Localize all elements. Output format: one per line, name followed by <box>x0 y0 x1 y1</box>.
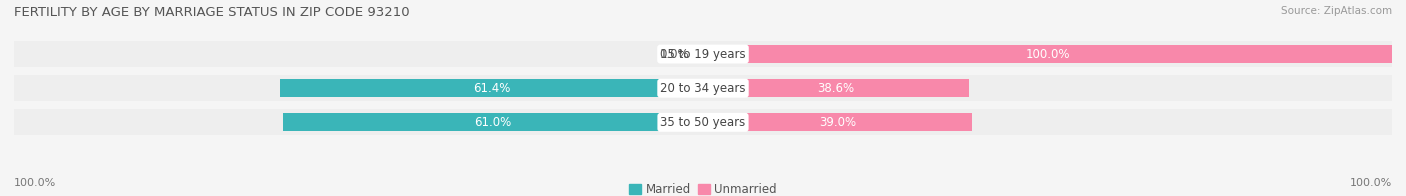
Text: FERTILITY BY AGE BY MARRIAGE STATUS IN ZIP CODE 93210: FERTILITY BY AGE BY MARRIAGE STATUS IN Z… <box>14 6 409 19</box>
Bar <box>14 75 1392 101</box>
Text: 61.4%: 61.4% <box>472 82 510 95</box>
Bar <box>280 79 703 97</box>
Text: 100.0%: 100.0% <box>1350 178 1392 188</box>
Text: 61.0%: 61.0% <box>474 116 512 129</box>
Bar <box>14 109 1392 135</box>
Text: 100.0%: 100.0% <box>1025 48 1070 61</box>
Legend: Married, Unmarried: Married, Unmarried <box>624 178 782 196</box>
Bar <box>14 41 1392 67</box>
Bar <box>703 45 1392 63</box>
Bar <box>703 113 972 131</box>
Text: 15 to 19 years: 15 to 19 years <box>661 48 745 61</box>
Text: 20 to 34 years: 20 to 34 years <box>661 82 745 95</box>
Text: 35 to 50 years: 35 to 50 years <box>661 116 745 129</box>
Text: Source: ZipAtlas.com: Source: ZipAtlas.com <box>1281 6 1392 16</box>
Bar <box>283 113 703 131</box>
Bar <box>703 79 969 97</box>
Text: 100.0%: 100.0% <box>14 178 56 188</box>
Text: 38.6%: 38.6% <box>817 82 855 95</box>
Text: 0.0%: 0.0% <box>659 48 689 61</box>
Text: 39.0%: 39.0% <box>818 116 856 129</box>
